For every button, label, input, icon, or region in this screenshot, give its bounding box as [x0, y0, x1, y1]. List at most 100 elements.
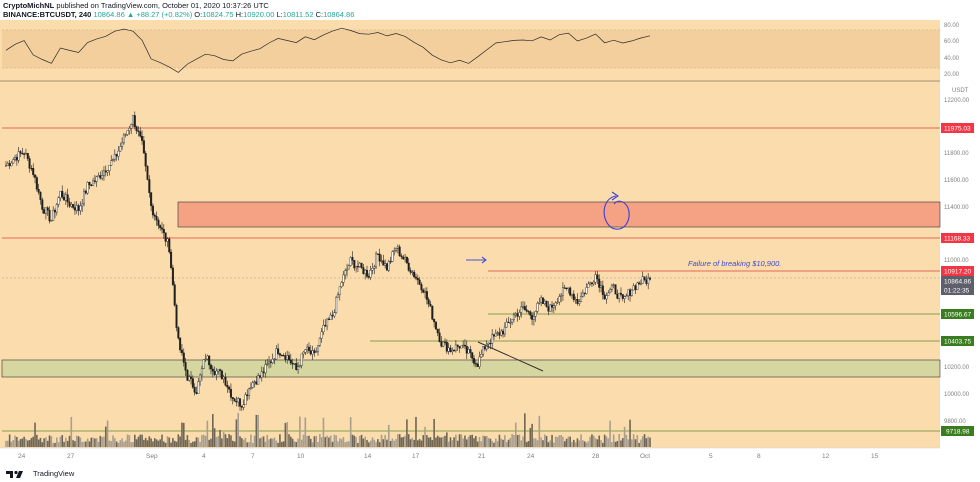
volume-bar	[48, 435, 51, 447]
candle	[592, 281, 595, 285]
volume-bar	[465, 439, 468, 447]
volume-bar	[631, 439, 633, 447]
candle	[621, 294, 624, 299]
candle	[84, 190, 87, 194]
volume-bar	[328, 437, 330, 447]
volume-bar	[86, 438, 89, 447]
chart-background	[0, 20, 940, 466]
volume-bar	[173, 440, 176, 447]
volume-bar	[563, 441, 566, 447]
volume-bar	[275, 440, 278, 447]
candle	[191, 378, 194, 388]
candle	[166, 238, 169, 242]
volume-bar	[609, 420, 611, 447]
candle	[404, 256, 407, 260]
candle	[366, 269, 369, 277]
candle	[563, 287, 566, 289]
candle	[400, 255, 403, 258]
volume-bar	[324, 437, 327, 447]
candle	[583, 292, 586, 295]
price-label: 11168.33	[944, 236, 971, 243]
volume-bar	[88, 441, 91, 447]
candle	[580, 295, 583, 302]
candle	[211, 368, 214, 372]
volume-bar	[199, 441, 201, 447]
chart-header: CryptoMichNL published on TradingView.co…	[0, 0, 980, 20]
candle	[217, 369, 220, 372]
price-labels: 11975.03 11168.33 10917.20 10864.86 01:2…	[941, 123, 974, 436]
volume-bar	[422, 435, 425, 447]
candle	[199, 374, 202, 382]
candle	[487, 342, 490, 345]
candle	[64, 194, 67, 201]
volume-bar	[79, 437, 82, 447]
candle	[382, 260, 385, 266]
candle	[14, 157, 17, 160]
volume-bar	[435, 437, 437, 447]
rsi-tick: 40.00	[944, 56, 960, 62]
candle	[532, 315, 535, 320]
volume-bar	[444, 435, 446, 447]
candle	[391, 251, 394, 262]
candle	[226, 385, 229, 388]
volume-bar	[215, 437, 218, 447]
candle	[10, 162, 13, 167]
candle	[364, 269, 367, 274]
volume-bar	[578, 440, 581, 447]
volume-bar	[455, 434, 457, 447]
rsi-line	[5, 27, 651, 73]
volume-bar	[130, 442, 132, 447]
price-chart[interactable]: 80.00 60.00 40.00 20.00 Failure of break…	[0, 20, 980, 466]
volume-bar	[104, 426, 107, 447]
volume-bar	[30, 438, 33, 447]
volume-bar	[576, 438, 579, 447]
candle	[356, 266, 359, 268]
volume-bar	[378, 442, 381, 447]
candle	[72, 204, 75, 208]
candle	[355, 266, 358, 269]
volume-bar	[46, 440, 49, 447]
candle	[55, 204, 58, 213]
open-value: 10824.75	[202, 10, 234, 19]
volume-bar	[607, 438, 610, 447]
candle	[126, 130, 129, 135]
candle	[188, 376, 191, 381]
time-tick: 24	[18, 453, 26, 460]
volume-bar	[598, 435, 601, 447]
volume-bar	[228, 434, 230, 447]
tradingview-logo-icon[interactable]	[5, 469, 31, 479]
candle	[516, 313, 519, 317]
price-tick: 11800.00	[944, 151, 969, 157]
volume-bar	[55, 437, 58, 447]
candle	[269, 361, 272, 363]
candle	[157, 219, 160, 226]
candle	[222, 376, 225, 380]
volume-bar	[326, 435, 328, 447]
volume-bar	[645, 438, 648, 447]
footer-brand[interactable]: TradingView	[33, 469, 75, 478]
candle	[576, 299, 579, 304]
candle	[549, 304, 552, 312]
volume-bar	[7, 440, 9, 447]
volume-bar	[605, 436, 608, 447]
candle	[554, 302, 557, 306]
candle	[302, 351, 305, 355]
candle	[182, 352, 185, 363]
candle	[362, 267, 365, 274]
candle	[153, 214, 156, 217]
candle	[567, 287, 570, 289]
candle	[625, 295, 628, 297]
author-name[interactable]: CryptoMichNL	[3, 1, 55, 10]
candle	[471, 352, 474, 359]
candle	[231, 397, 234, 399]
candle	[371, 267, 374, 271]
candle	[93, 180, 96, 182]
candle	[309, 350, 312, 355]
candle	[128, 128, 131, 131]
volume-bar	[21, 438, 24, 447]
footer: TradingView	[0, 466, 980, 482]
time-tick: 15	[871, 453, 879, 460]
candle	[416, 278, 419, 281]
candle	[83, 190, 86, 205]
volume-bar	[264, 441, 267, 447]
